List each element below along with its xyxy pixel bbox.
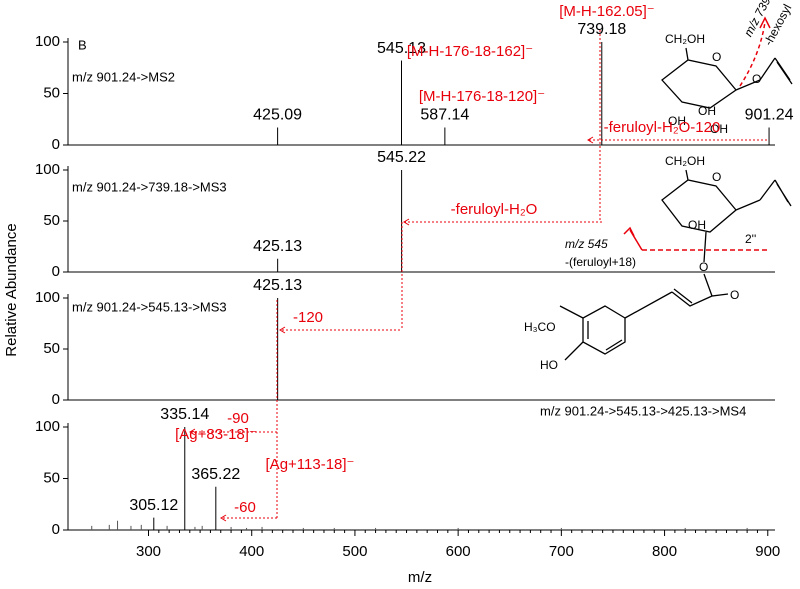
annotation: [Ag+83-18]⁻ bbox=[175, 426, 257, 443]
annotation: -feruloyl-H₂O bbox=[451, 201, 538, 218]
panel-title: m/z 901.24->545.13->MS3 bbox=[72, 299, 227, 314]
panel-label: B bbox=[78, 37, 87, 52]
x-tick-label: 500 bbox=[342, 543, 367, 560]
arrow-head bbox=[189, 428, 196, 436]
cleavage-arrow bbox=[739, 21, 766, 87]
peak-label: 587.14 bbox=[420, 107, 469, 124]
peak-label: 545.13 bbox=[377, 40, 426, 57]
structure-text: OH bbox=[698, 104, 716, 118]
annotation: [M-H-162.05]⁻ bbox=[559, 3, 654, 20]
peak-label: 425.09 bbox=[253, 107, 302, 124]
annotation: -60 bbox=[234, 499, 256, 516]
y-tick-label: 100 bbox=[35, 161, 60, 178]
peak-label: 545.22 bbox=[377, 149, 426, 166]
annotation: -feruloyl-H₂O-120 bbox=[604, 119, 721, 136]
y-tick-label: 100 bbox=[35, 418, 60, 435]
arrow-head bbox=[759, 16, 771, 29]
y-axis-label: Relative Abundance bbox=[3, 223, 20, 356]
peak-label: 305.12 bbox=[129, 497, 178, 514]
bonds bbox=[661, 47, 793, 109]
peak-label: 739.18 bbox=[577, 21, 626, 38]
annotation: [M-H-176-18-162]⁻ bbox=[407, 43, 533, 60]
y-tick-label: 0 bbox=[52, 521, 60, 538]
y-tick-label: 100 bbox=[35, 289, 60, 306]
structure-text: H₃CO bbox=[524, 320, 556, 334]
x-tick-label: 600 bbox=[446, 543, 471, 560]
annotation: -120 bbox=[293, 309, 323, 326]
x-tick-label: 700 bbox=[549, 543, 574, 560]
structure-text: OH bbox=[688, 218, 706, 232]
arrow-head bbox=[403, 218, 410, 226]
arrow-head bbox=[220, 514, 227, 522]
y-tick-label: 50 bbox=[43, 340, 60, 357]
peak-label: 901.24 bbox=[745, 107, 794, 124]
y-tick-label: 100 bbox=[35, 33, 60, 50]
arrow-head bbox=[587, 136, 594, 144]
peak-label: 425.13 bbox=[253, 238, 302, 255]
structure-text: OH bbox=[668, 114, 686, 128]
annotation: [M-H-176-18-120]⁻ bbox=[419, 88, 545, 105]
structure-text: O bbox=[712, 170, 721, 184]
structure-text: -(feruloyl+18) bbox=[565, 255, 636, 269]
panel-title: m/z 901.24->739.18->MS3 bbox=[72, 179, 227, 194]
structure-text: m/z 545 bbox=[565, 237, 608, 251]
structure-text: O bbox=[730, 288, 739, 302]
annotation: -90 bbox=[227, 410, 249, 427]
y-tick-label: 50 bbox=[43, 469, 60, 486]
x-tick-label: 400 bbox=[239, 543, 264, 560]
structure-text: CH₂OH bbox=[665, 154, 705, 168]
x-tick-label: 800 bbox=[652, 543, 677, 560]
y-tick-label: 0 bbox=[52, 391, 60, 408]
y-tick-label: 0 bbox=[52, 263, 60, 280]
x-axis-label: m/z bbox=[408, 569, 432, 586]
structure-text: CH₂OH bbox=[665, 32, 705, 46]
y-tick-label: 0 bbox=[52, 136, 60, 153]
structure-text: HO bbox=[540, 358, 558, 372]
annotation: [Ag+113-18]⁻ bbox=[266, 456, 355, 473]
arrow-head bbox=[279, 326, 286, 334]
structure-text: 2'' bbox=[745, 232, 756, 246]
panel-title: m/z 901.24->MS2 bbox=[72, 69, 175, 84]
structure-aglycone: CH₂OH O OH 2'' m/z 545 -(feruloyl+18) O … bbox=[524, 154, 792, 372]
peak-label: 365.22 bbox=[191, 466, 240, 483]
structure-text: O bbox=[699, 260, 708, 274]
bonds bbox=[559, 169, 792, 361]
x-tick-label: 900 bbox=[755, 543, 780, 560]
structure-text: O bbox=[712, 50, 721, 64]
structure-text: OH bbox=[710, 122, 728, 136]
cleavage-arrow bbox=[623, 226, 643, 251]
x-tick-label: 300 bbox=[136, 543, 161, 560]
peak-label: 425.13 bbox=[253, 277, 302, 294]
peak-label: 335.14 bbox=[160, 406, 209, 423]
y-tick-label: 50 bbox=[43, 212, 60, 229]
panel-title: m/z 901.24->545.13->425.13->MS4 bbox=[540, 403, 746, 418]
y-tick-label: 50 bbox=[43, 84, 60, 101]
structure-text: O bbox=[752, 72, 761, 86]
